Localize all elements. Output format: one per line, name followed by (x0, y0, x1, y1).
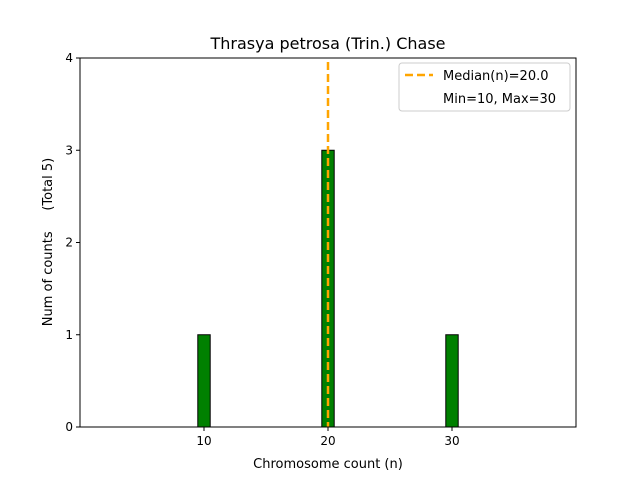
y-axis-label: Num of counts (Total 5) (41, 158, 56, 326)
legend: Median(n)=20.0 Min=10, Max=30 (398, 62, 571, 112)
y-tick-label: 2 (65, 236, 73, 250)
y-ticks: 0 1 2 3 4 (65, 51, 80, 434)
x-tick-label: 20 (320, 434, 335, 448)
y-tick-label: 1 (65, 328, 73, 342)
bar-30 (445, 334, 459, 428)
bar-10 (197, 334, 211, 428)
bars (197, 149, 459, 428)
x-ticks: 10 20 30 (196, 427, 460, 448)
bar-20 (321, 149, 335, 428)
x-tick-label: 30 (444, 434, 459, 448)
y-tick-label: 4 (65, 51, 73, 65)
x-axis-label: Chromosome count (n) (253, 457, 403, 472)
y-tick-label: 0 (65, 420, 73, 434)
chart-title: Thrasya petrosa (Trin.) Chase (209, 34, 445, 53)
y-tick-label: 3 (65, 143, 73, 157)
legend-frame (398, 62, 571, 112)
legend-entry-median: Median(n)=20.0 (443, 69, 549, 84)
x-tick-label: 10 (196, 434, 211, 448)
legend-entry-range: Min=10, Max=30 (443, 92, 556, 107)
